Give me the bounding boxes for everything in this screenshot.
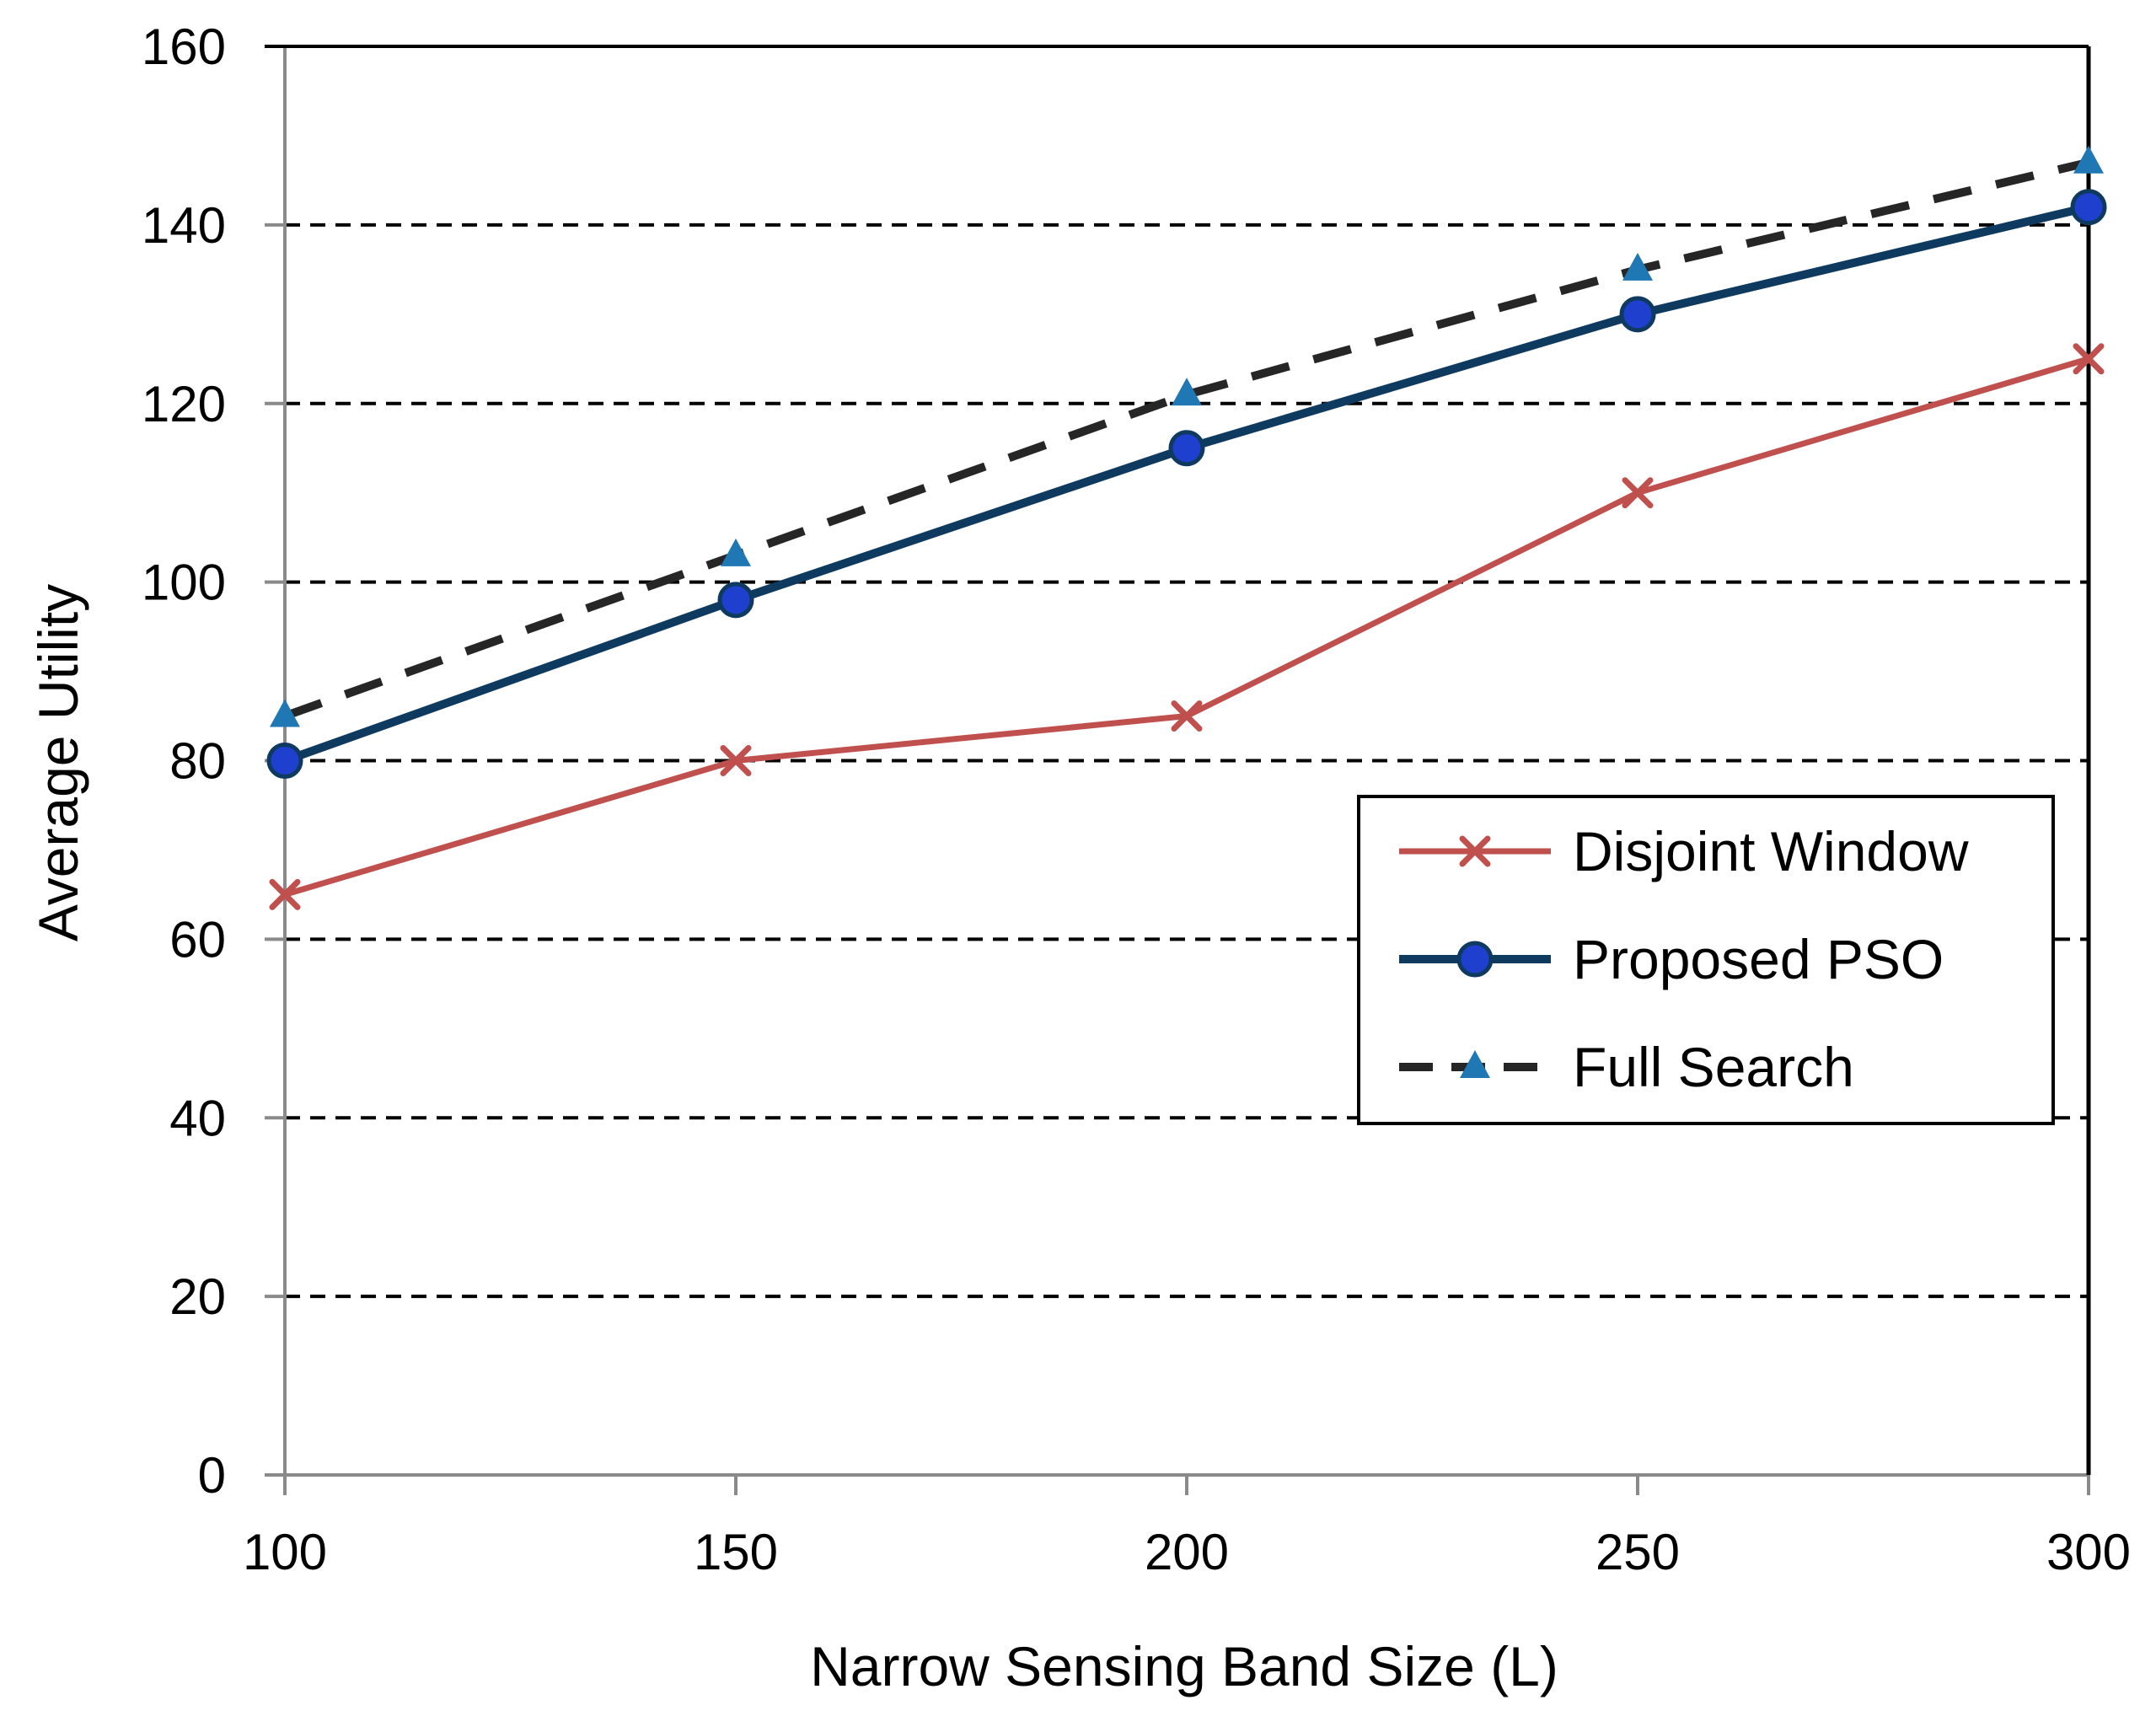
axes — [265, 45, 2091, 1495]
data-point-full-search-200 — [1172, 378, 1202, 406]
data-point-disjoint-window-100 — [269, 878, 301, 910]
x-tick-labels: 100 150 200 250 300 — [243, 1524, 2131, 1580]
x-tick-label-250: 250 — [1596, 1524, 1680, 1580]
x-tick-label-200: 200 — [1145, 1524, 1229, 1580]
data-point-proposed-pso-200 — [1168, 430, 1205, 467]
y-tick-label-40: 40 — [169, 1090, 226, 1146]
legend-item-full-search: Full Search — [1399, 1036, 1854, 1098]
series-proposed-pso — [266, 189, 2107, 779]
series-disjoint-window — [269, 343, 2105, 910]
data-point-disjoint-window-250 — [1622, 477, 1654, 509]
legend-marker-proposed-pso — [1456, 941, 1494, 978]
data-point-proposed-pso-150 — [717, 582, 754, 619]
series-full-search — [270, 145, 2104, 727]
y-tick-label-160: 160 — [142, 19, 226, 75]
y-tick-label-60: 60 — [169, 911, 226, 968]
data-point-disjoint-window-200 — [1171, 700, 1203, 732]
data-point-disjoint-window-150 — [720, 745, 752, 776]
y-axis-title: Average Utility — [27, 584, 89, 941]
data-point-proposed-pso-250 — [1619, 296, 1656, 333]
data-point-full-search-300 — [2073, 145, 2104, 174]
data-point-proposed-pso-300 — [2070, 189, 2107, 226]
y-tick-label-140: 140 — [142, 197, 226, 254]
y-tick-labels: 0 20 40 60 80 100 120 140 160 — [142, 19, 226, 1504]
legend: Disjoint Window Proposed PSO Full Search — [1357, 795, 2055, 1125]
y-tick-label-0: 0 — [198, 1447, 226, 1504]
x-tick-label-300: 300 — [2046, 1524, 2131, 1580]
data-point-full-search-150 — [721, 538, 751, 566]
series — [266, 145, 2107, 910]
data-point-proposed-pso-100 — [266, 743, 303, 779]
data-point-full-search-250 — [1622, 252, 1653, 281]
x-tick-label-100: 100 — [243, 1524, 327, 1580]
data-point-disjoint-window-300 — [2073, 343, 2105, 375]
legend-item-disjoint-window: Disjoint Window — [1399, 820, 1969, 882]
legend-marker-disjoint-window — [1459, 835, 1491, 867]
legend-item-proposed-pso: Proposed PSO — [1399, 928, 1944, 990]
legend-label-proposed-pso: Proposed PSO — [1573, 928, 1944, 990]
legend-label-full-search: Full Search — [1573, 1036, 1854, 1098]
y-tick-label-20: 20 — [169, 1268, 226, 1325]
data-point-full-search-100 — [270, 699, 300, 727]
x-tick-label-150: 150 — [694, 1524, 778, 1580]
y-tick-label-120: 120 — [142, 376, 226, 432]
y-tick-label-100: 100 — [142, 555, 226, 611]
legend-label-disjoint-window: Disjoint Window — [1573, 820, 1969, 882]
legend-marker-full-search — [1460, 1050, 1490, 1078]
y-tick-label-80: 80 — [169, 733, 226, 790]
x-axis-title: Narrow Sensing Band Size (L) — [810, 1635, 1558, 1697]
